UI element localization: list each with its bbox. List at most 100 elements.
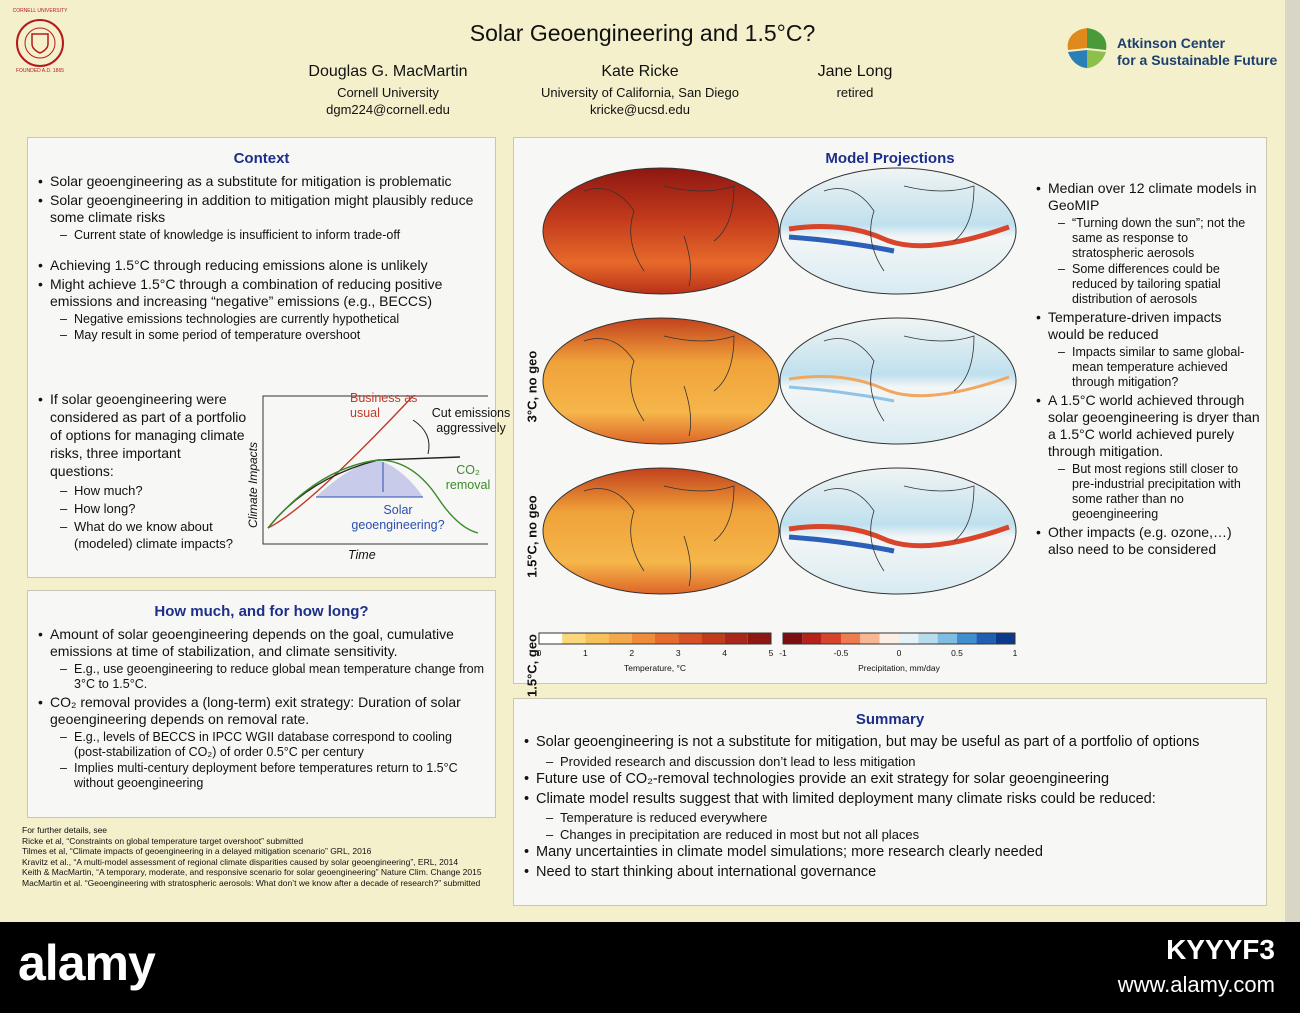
poster-title: Solar Geoengineering and 1.5°C? <box>469 20 816 46</box>
sub-bullet: Some differences could be reduced by tai… <box>1036 262 1261 307</box>
precipitation-map <box>779 317 1017 445</box>
colorbar-cell <box>995 633 1015 644</box>
projections-panel: Model ProjectionsTemperaturePrecipitatio… <box>513 137 1267 739</box>
bullet: Other impacts (e.g. ozone,…) also need t… <box>1036 524 1261 558</box>
colorbar-cell <box>976 633 996 644</box>
author: Jane Long retired <box>705 63 1005 101</box>
author-name: Kate Ricke <box>601 63 679 80</box>
colorbar-cell <box>918 633 938 644</box>
how-much-panel: How much, and for how long? Amount of sol… <box>27 590 496 818</box>
sub-bullet: “Turning down the sun”; not the same as … <box>1036 216 1261 261</box>
colorbar-cell <box>701 633 725 644</box>
bullet: Many uncertainties in climate model simu… <box>524 844 1256 862</box>
bullet: Solar geoengineering in addition to miti… <box>38 192 485 226</box>
logo-text: for a Sustainable Future <box>1117 52 1278 68</box>
fig-label: Business as usual <box>350 391 418 420</box>
colorbar-cell <box>678 633 702 644</box>
colorbar-tick: 0 <box>536 648 542 658</box>
colorbar-frame <box>538 632 772 645</box>
maps <box>538 167 1017 645</box>
sub-bullet: Provided research and discussion don’t l… <box>524 754 1256 770</box>
sub-bullet: How much? <box>38 482 248 499</box>
colorbar-cell <box>724 633 748 644</box>
precip-band <box>788 534 895 554</box>
author-info: kricke@ucsd.edu <box>590 102 690 117</box>
precip-band <box>788 524 1010 549</box>
sub-bullet: Impacts similar to same global-mean temp… <box>1036 345 1261 390</box>
bullet: Climate model results suggest that with … <box>524 791 1256 809</box>
bullet: Median over 12 climate models in GeoMIP <box>1036 180 1261 214</box>
colorbar-cell <box>879 633 899 644</box>
colorbar-cell <box>899 633 919 644</box>
author-name: Jane Long <box>817 63 893 80</box>
temperature-map <box>542 167 780 295</box>
colorbar-tick: 0 <box>896 648 902 658</box>
bullet-area: Median over 12 climate models in GeoMIP“… <box>1036 178 1261 560</box>
sub-bullet: May result in some period of temperature… <box>38 328 485 343</box>
bullet: Amount of solar geoengineering depends o… <box>38 626 485 660</box>
context-panel: Context Solar geoengineering as a substit… <box>27 137 510 578</box>
continents <box>823 485 975 572</box>
ref-item: Tilmes et al, “Climate impacts of geoeng… <box>22 846 372 856</box>
logo-text: Atkinson Center <box>1117 35 1226 51</box>
bullet: A 1.5°C world achieved through solar geo… <box>1036 392 1261 460</box>
atkinson-logo <box>1067 28 1107 68</box>
colorbar-tick: 3 <box>675 648 681 658</box>
removal-curve <box>267 459 479 534</box>
axes <box>262 395 488 545</box>
colorbar-cell <box>802 633 822 644</box>
sub-bullet: E.g., levels of BECCS in IPCC WGII datab… <box>38 730 485 760</box>
colorbar-cell <box>957 633 977 644</box>
sub-bullet: What do we know about (modeled) climate … <box>38 518 248 552</box>
y-axis-label: Climate Impacts <box>246 441 260 529</box>
colorbar-tick: 1 <box>1012 648 1018 658</box>
references: For further details, see Ricke et al, “Co… <box>22 825 482 888</box>
cornell-seal <box>16 19 64 67</box>
colorbar-cell <box>539 633 563 644</box>
fig-label: CO₂ removal <box>445 463 491 492</box>
bullet: Temperature-driven impacts would be redu… <box>1036 309 1261 343</box>
continents <box>583 185 735 287</box>
colorbar-cell <box>841 633 861 644</box>
sub-bullet: Negative emissions technologies are curr… <box>38 312 485 327</box>
bullet: Might achieve 1.5°C through a combinatio… <box>38 276 485 310</box>
colorbar-frame <box>782 632 1016 645</box>
colorbar-tick: 2 <box>629 648 635 658</box>
colorbar-label: Temperature, °C <box>624 663 686 673</box>
bullet: Solar geoengineering is not a substitute… <box>524 734 1256 752</box>
bullet: Achieving 1.5°C through reducing emissio… <box>38 257 485 274</box>
summary-panel: Summary Solar geoengineering is not a sub… <box>513 698 1267 906</box>
bullet: CO₂ removal provides a (long-term) exit … <box>38 694 485 728</box>
sub-bullet: Current state of knowledge is insufficie… <box>38 228 485 243</box>
sub-bullet: But most regions still closer to pre-ind… <box>1036 462 1261 522</box>
colorbar-cell <box>783 633 803 644</box>
sub-bullet: Changes in precipitation are reduced in … <box>524 827 1256 843</box>
continents <box>823 185 975 272</box>
author-info: Cornell University <box>337 85 439 100</box>
x-axis-label: Time <box>348 548 376 562</box>
precip-band <box>788 224 1010 249</box>
panel-title: Model Projections <box>825 150 955 167</box>
fig-label: Cut emissions aggressively <box>431 406 511 435</box>
bullet-group: Achieving 1.5°C through reducing emissio… <box>38 257 485 343</box>
impact-figure <box>262 395 488 545</box>
author-info: retired <box>836 85 874 100</box>
author-info: dgm224@cornell.edu <box>326 102 450 117</box>
colorbar-tick: 5 <box>768 648 774 658</box>
cut-arrow <box>412 419 430 455</box>
bullet: Solar geoengineering as a substitute for… <box>38 173 485 190</box>
author-info: University of California, San Diego <box>541 85 739 100</box>
seal-text: FOUNDED A.D. 1865 <box>15 68 65 74</box>
colorbar-cell <box>937 633 957 644</box>
bullet: Need to start thinking about internation… <box>524 864 1256 882</box>
panel-title: Summary <box>855 711 925 728</box>
precip-band <box>788 375 1010 398</box>
row-label: 3°C, no geo <box>524 350 540 423</box>
precipitation-map <box>779 167 1017 295</box>
colorbar-cell <box>747 633 771 644</box>
colorbar-tick: 1 <box>583 648 588 658</box>
precipitation-map <box>779 467 1017 595</box>
precip-band <box>788 385 895 403</box>
colorbar-cell <box>860 633 880 644</box>
